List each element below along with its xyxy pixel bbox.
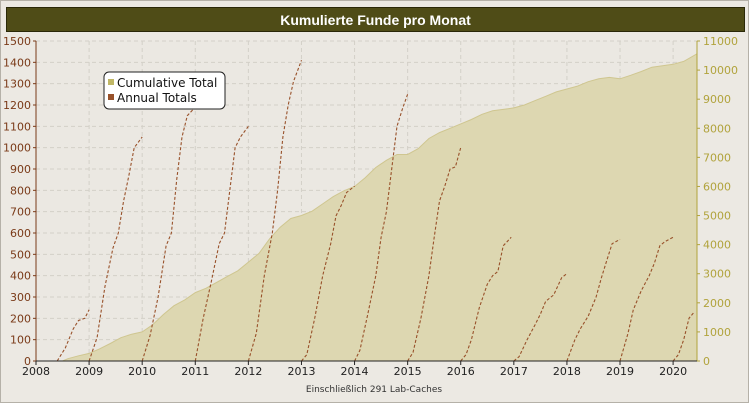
y-left-tick-label: 1100: [3, 120, 31, 133]
annual-totals-line: [88, 136, 143, 362]
y-left-tick-label: 1400: [3, 56, 31, 69]
y-left-tick-label: 1500: [3, 35, 31, 48]
y-left-tick-label: 0: [24, 355, 31, 368]
y-right-tick-label: 8000: [703, 122, 731, 135]
y-right-tick-label: 0: [703, 355, 710, 368]
legend-label-cumulative: Cumulative Total: [117, 76, 217, 90]
y-left-tick-label: 300: [10, 291, 31, 304]
x-tick-label: 2013: [287, 365, 315, 378]
x-tick-label: 2015: [394, 365, 422, 378]
cumulative-total-line: [36, 53, 698, 362]
chart-footnote: Einschließlich 291 Lab-Caches: [306, 385, 442, 395]
chart-title: Kumulierte Funde pro Monat: [280, 11, 471, 28]
x-tick-label: 2017: [500, 365, 528, 378]
legend-swatch-cumulative: [108, 79, 114, 85]
annual-totals-line: [141, 106, 196, 362]
x-tick-label: 2016: [447, 365, 475, 378]
y-left-tick-label: 800: [10, 184, 31, 197]
y-left-tick-label: 1200: [3, 99, 31, 112]
cumulative-total-area: [36, 53, 697, 362]
x-tick-label: 2011: [181, 365, 209, 378]
y-right-tick-label: 11000: [703, 35, 738, 48]
cumulative-area-layer: [36, 53, 698, 362]
y-left-tick-label: 100: [10, 334, 31, 347]
y-left-tick-label: 1000: [3, 142, 31, 155]
y-right-tick-label: 7000: [703, 151, 731, 164]
y-right-tick-label: 1000: [703, 326, 731, 339]
y-left-tick-label: 500: [10, 248, 31, 261]
legend-box: [103, 71, 226, 110]
annual-totals-line: [56, 309, 90, 362]
y-right-tick-label: 5000: [703, 210, 731, 223]
y-left-tick-label: 1300: [3, 78, 31, 91]
y-right-tick-label: 6000: [703, 180, 731, 193]
annual-totals-line: [354, 94, 409, 362]
x-tick-label: 2008: [22, 365, 50, 378]
y-left-tick-label: 600: [10, 227, 31, 240]
legend: Cumulative Total Annual Totals: [103, 71, 226, 110]
x-tick-label: 2018: [553, 365, 581, 378]
annual-totals-line: [301, 185, 355, 362]
y-left-tick-label: 200: [10, 312, 31, 325]
y-right-tick-label: 4000: [703, 239, 731, 252]
x-tick-label: 2014: [341, 365, 369, 378]
annual-totals-line: [407, 147, 462, 362]
y-right-tick-label: 3000: [703, 268, 731, 281]
x-tick-label: 2020: [659, 365, 687, 378]
annual-totals-line: [194, 125, 249, 362]
x-tick-label: 2012: [234, 365, 262, 378]
annual-totals-line: [619, 236, 674, 362]
x-tick-label: 2010: [128, 365, 156, 378]
axes: 0 100 200 300 400 500 600 700 800 900 1000 1100 1200…: [3, 35, 738, 378]
annual-totals-line: [460, 236, 512, 362]
y-right-tick-label: 10000: [703, 64, 738, 77]
legend-swatch-annual: [108, 94, 114, 100]
legend-label-annual: Annual Totals: [117, 91, 197, 105]
y-left-tick-label: 900: [10, 163, 31, 176]
x-tick-label: 2009: [75, 365, 103, 378]
chart-title-bar: Kumulierte Funde pro Monat: [6, 7, 745, 32]
y-right-tick-label: 2000: [703, 297, 731, 310]
annual-totals-line: [513, 273, 568, 362]
y-left-tick-label: 400: [10, 270, 31, 283]
annual-lines-layer: [56, 60, 695, 362]
y-left-tick-label: 700: [10, 206, 31, 219]
annual-totals-line: [247, 60, 303, 362]
x-tick-label: 2019: [606, 365, 634, 378]
y-right-tick-label: 9000: [703, 93, 731, 106]
annual-totals-line: [672, 311, 695, 362]
annual-totals-line: [566, 238, 621, 362]
